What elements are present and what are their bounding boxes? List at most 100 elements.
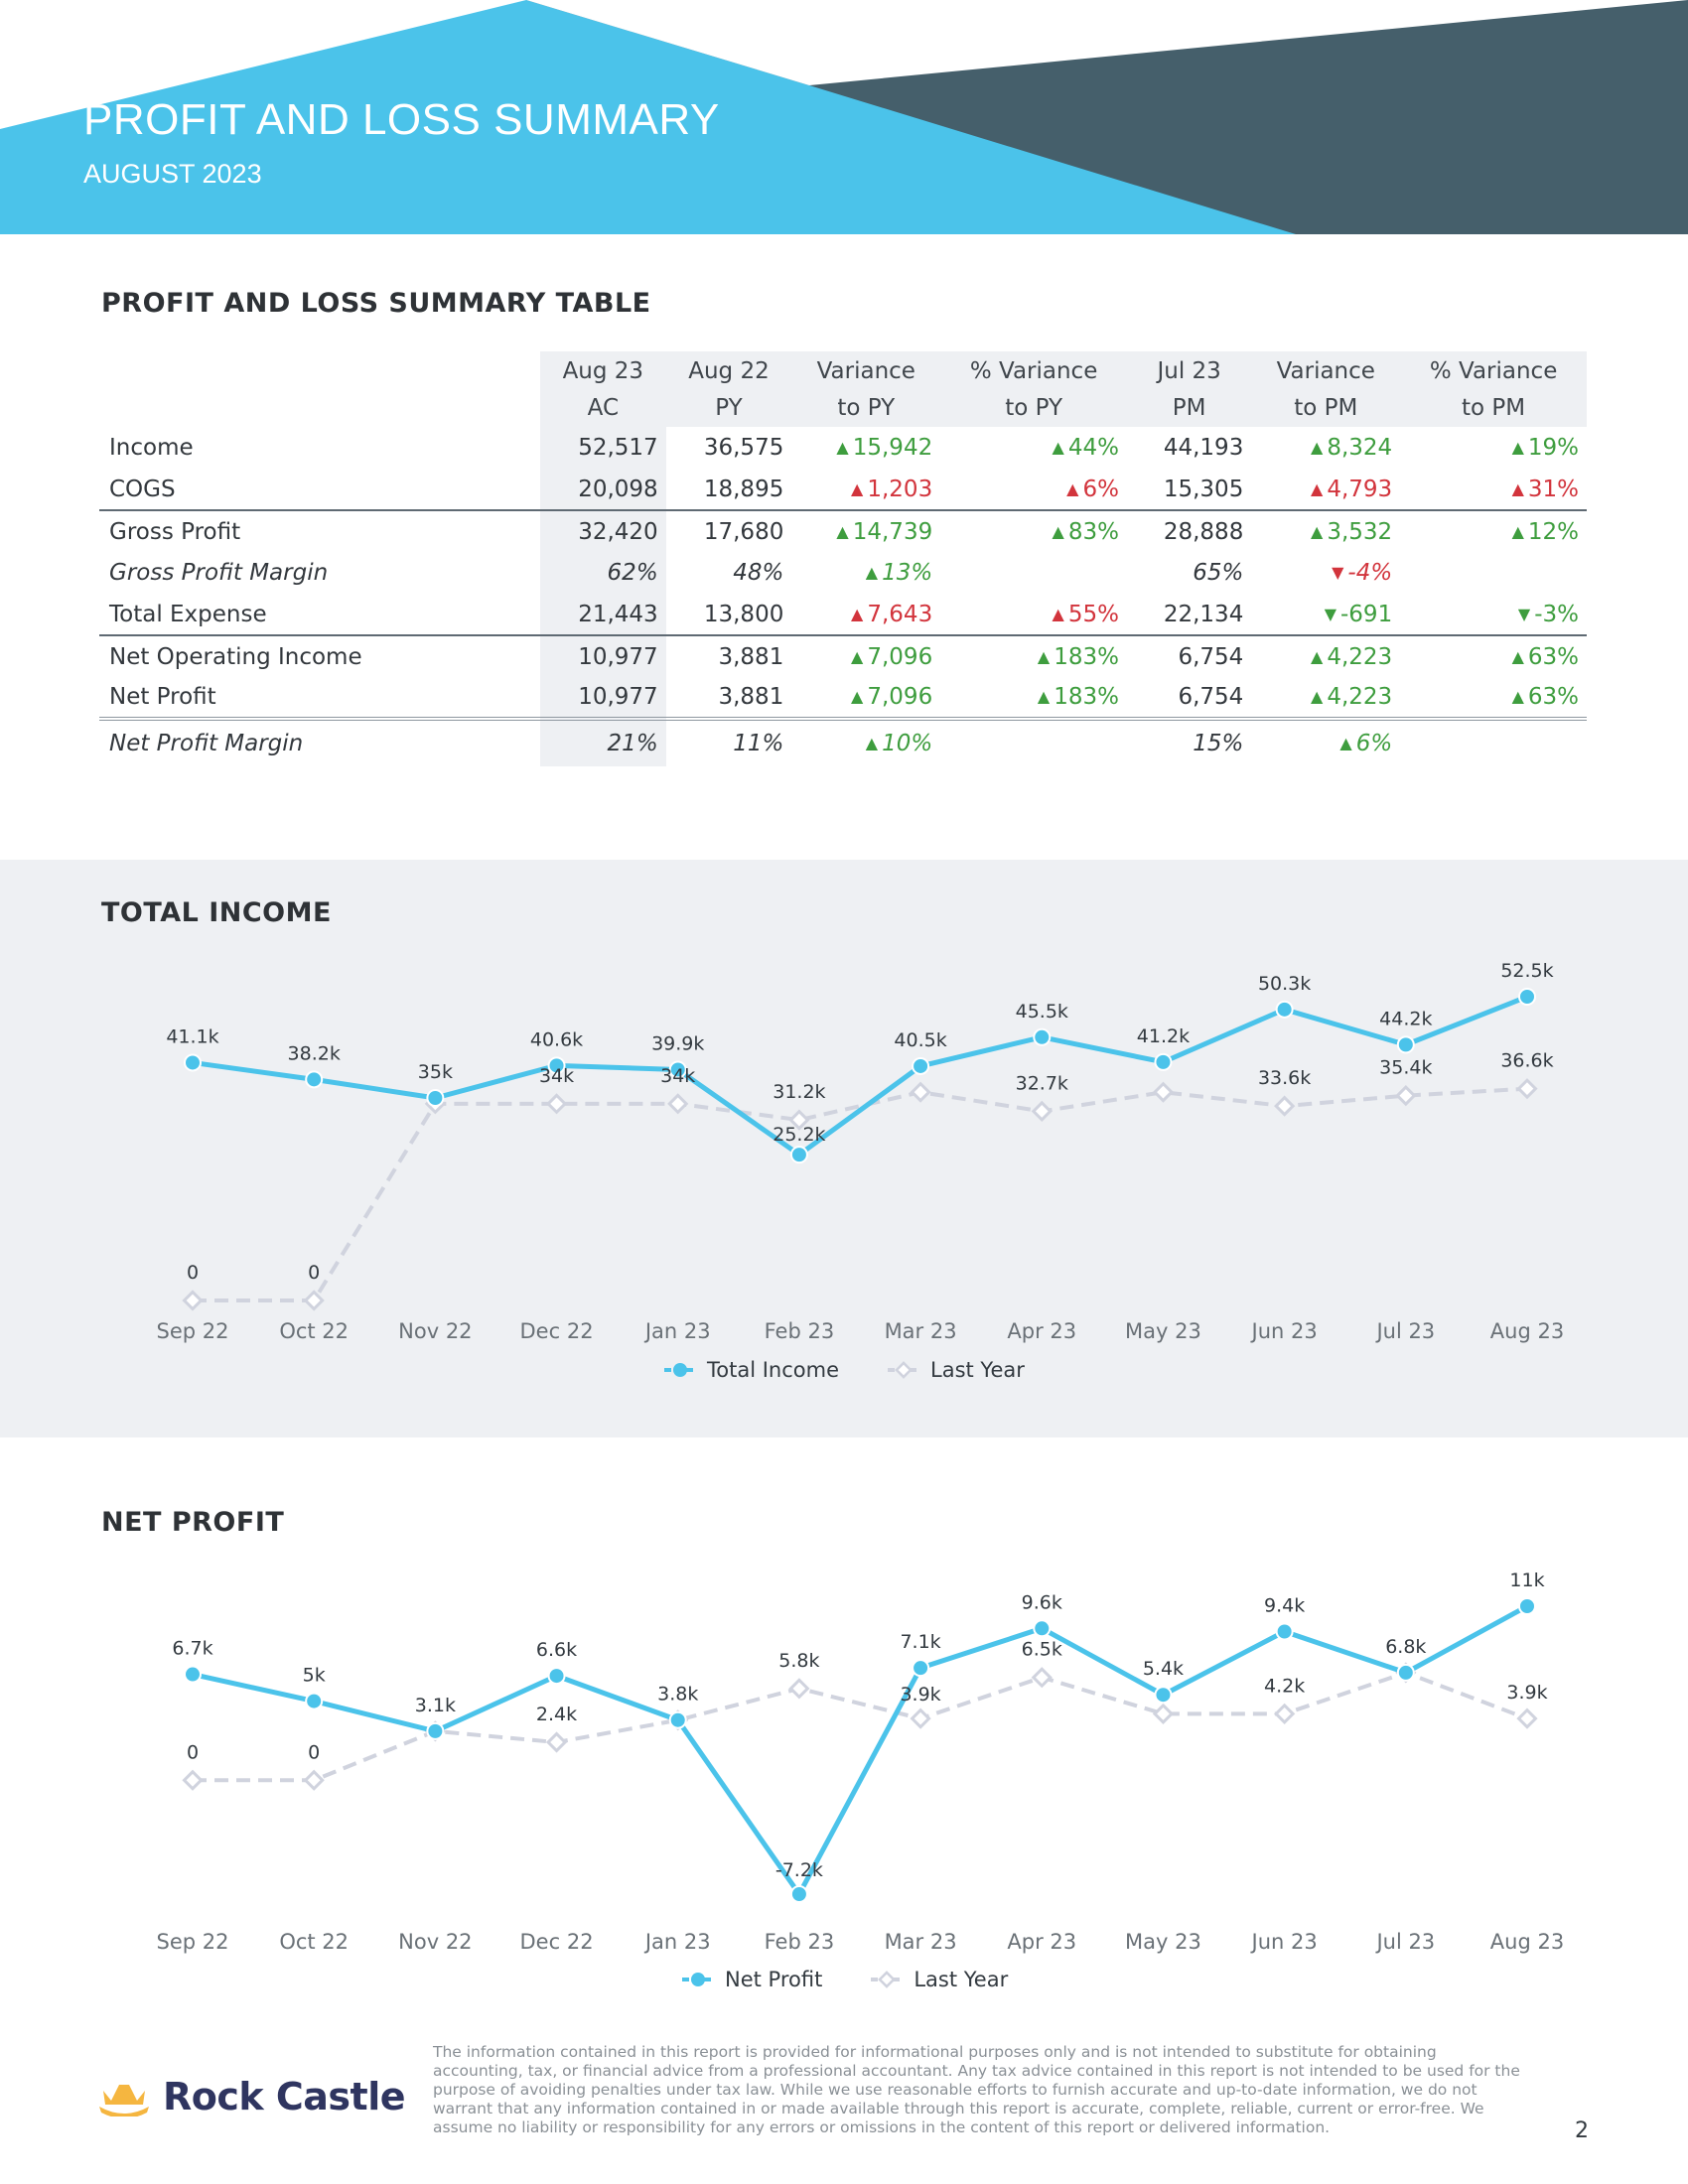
data-label: 11k <box>1509 1570 1544 1591</box>
header-white-corner <box>0 0 526 129</box>
table-row: Gross Profit 32,420 17,680 ▲ 14,739 ▲ 83% 28,88… <box>99 509 1587 552</box>
variance-value: 4,223 <box>1327 643 1393 670</box>
triangle-up-icon: ▲ <box>1339 734 1352 752</box>
data-label: 31.2k <box>773 1081 825 1103</box>
data-point-last-year <box>1152 1081 1175 1103</box>
data-point-last-year <box>1395 1085 1417 1107</box>
data-point-current <box>668 1060 687 1079</box>
triangle-up-icon: ▲ <box>865 563 879 582</box>
data-label: 33.6k <box>1258 1067 1311 1089</box>
value-cell: 22,134 <box>1163 601 1244 627</box>
legend-item: Last Year <box>887 1358 1025 1382</box>
variance-cell: ▲ 183% <box>940 634 1127 677</box>
legend-label: Net Profit <box>725 1968 823 1991</box>
table-row: Gross Profit Margin 62% 48% ▲ 13% 65% ▼ -4% <box>99 552 1587 594</box>
table-column-header: % Variance <box>1400 351 1587 389</box>
variance-cell: ▲ 12% <box>1400 509 1587 552</box>
value-cell: 20,098 <box>540 469 666 510</box>
value-cell: 15,305 <box>1163 476 1244 502</box>
variance-cell: ▲ 10% <box>791 717 941 766</box>
data-point-last-year <box>1152 1703 1175 1724</box>
triangle-up-icon: ▲ <box>1052 521 1064 541</box>
data-label: 0 <box>187 1741 199 1763</box>
disclaimer-text: The information contained in this report… <box>433 2043 1520 2136</box>
data-label: 44.2k <box>1379 1008 1432 1029</box>
legend-label: Total Income <box>707 1358 839 1382</box>
variance-cell: ▲ 7,096 <box>791 677 940 719</box>
series-line-last-year <box>193 1086 1528 1302</box>
value-cell: 6,754 <box>1178 684 1244 710</box>
table-header-blank <box>99 389 540 427</box>
variance-cell: ▲ 14,739 <box>791 509 941 552</box>
legend-item: Total Income <box>663 1358 839 1382</box>
data-label: 38.2k <box>288 1042 341 1064</box>
variance-value: 6% <box>1082 476 1119 502</box>
variance-cell: ▲ 1,203 <box>791 469 940 510</box>
data-label: 34k <box>660 1065 695 1087</box>
brand-name: Rock Castle <box>163 2075 406 2118</box>
value-cell: 28,888 <box>1126 509 1252 552</box>
data-point-last-year <box>1516 1707 1538 1729</box>
data-point-last-year <box>910 1081 931 1103</box>
value-cell: 44,193 <box>1163 435 1244 461</box>
variance-cell: ▲ 7,096 <box>791 634 941 677</box>
report-header: PROFIT AND LOSS SUMMARY AUGUST 2023 <box>0 0 1688 234</box>
page-subtitle: AUGUST 2023 <box>83 159 262 189</box>
triangle-up-icon: ▲ <box>1311 438 1324 457</box>
data-label: 45.5k <box>1016 1001 1068 1023</box>
variance-value: 7,643 <box>867 601 933 627</box>
x-tick-label: Nov 22 <box>398 1319 472 1343</box>
variance-cell: ▼ -3% <box>1400 594 1587 635</box>
income-heading: TOTAL INCOME <box>101 897 332 928</box>
data-label: 0 <box>308 1741 320 1763</box>
value-cell: 48% <box>733 560 784 586</box>
x-tick-label: Dec 22 <box>520 1930 594 1954</box>
variance-cell: ▲ 13% <box>791 552 940 594</box>
data-point-last-year <box>667 1093 689 1115</box>
triangle-down-icon: ▼ <box>1517 604 1531 623</box>
triangle-up-icon: ▲ <box>1311 687 1324 706</box>
legend-label: Last Year <box>914 1968 1009 1991</box>
value-cell: 18,895 <box>703 476 784 502</box>
data-label: 35k <box>418 1061 453 1083</box>
data-label: 5.8k <box>778 1650 819 1672</box>
data-point-last-year <box>910 1707 931 1729</box>
x-tick-label: Feb 23 <box>765 1319 835 1343</box>
value-cell: 52,517 <box>540 427 666 469</box>
value-cell: 15% <box>1126 717 1252 766</box>
legend-item: Last Year <box>870 1968 1008 1991</box>
legend-label: Last Year <box>930 1358 1025 1382</box>
data-label: 39.9k <box>651 1032 704 1054</box>
x-tick-label: Apr 23 <box>1007 1319 1076 1343</box>
data-point-current <box>426 1089 445 1107</box>
variance-value: -4% <box>1347 560 1393 586</box>
x-tick-label: Oct 22 <box>279 1930 349 1954</box>
table-column-header: to PY <box>791 389 941 427</box>
data-point-current <box>547 1056 566 1075</box>
x-tick-label: May 23 <box>1125 1930 1201 1954</box>
profit-loss-table: Aug 23 Aug 22 Variance% Variance Jul 23 Vari… <box>99 351 1587 766</box>
table-row: Net Profit Margin 21% 11% ▲ 10% 15% ▲ 6% <box>99 717 1587 766</box>
triangle-down-icon: ▼ <box>1332 563 1344 582</box>
data-point-current <box>1396 1035 1415 1054</box>
x-tick-label: Aug 23 <box>1490 1930 1564 1954</box>
variance-cell: ▲ 7,643 <box>791 594 940 635</box>
triangle-up-icon: ▲ <box>865 734 879 752</box>
variance-cell: ▲ 63% <box>1400 634 1587 677</box>
data-point-current <box>184 1665 202 1684</box>
data-label: 2.4k <box>536 1704 577 1725</box>
data-point-current <box>184 1053 202 1072</box>
triangle-up-icon: ▲ <box>1511 438 1524 457</box>
value-cell: 62% <box>540 552 666 594</box>
data-point-current <box>1033 1619 1052 1638</box>
variance-value: 7,096 <box>867 684 933 710</box>
data-label: 3.9k <box>900 1684 940 1706</box>
net-profit-svg: 6.7k 5k 3.1k 6.6k 3.8k -7.2k 7.1k 9.6k 5.4k 9.4k 6… <box>157 1570 1565 1954</box>
variance-cell: ▲ 63% <box>1400 677 1587 719</box>
data-point-current <box>1518 1597 1536 1615</box>
net-profit-chart: 6.7k 5k 3.1k 6.6k 3.8k -7.2k 7.1k 9.6k 5.4k 9.4k 6… <box>0 1559 1688 1966</box>
x-tick-label: Feb 23 <box>765 1930 835 1954</box>
data-label: 0 <box>308 1262 320 1284</box>
row-label: Total Expense <box>109 601 267 627</box>
variance-value: 6% <box>1355 731 1393 756</box>
